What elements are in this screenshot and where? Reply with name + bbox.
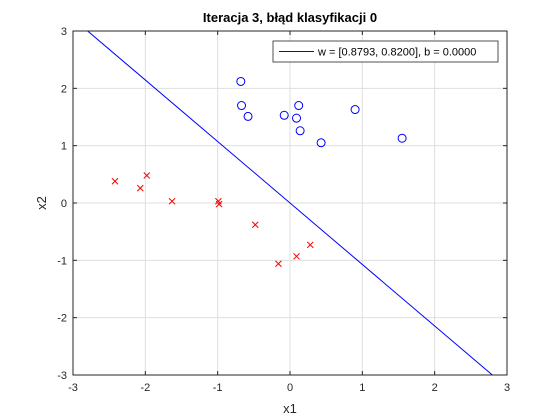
data-point-circle	[292, 113, 302, 123]
data-point-circle	[237, 101, 247, 111]
x-tick-label: 1	[359, 382, 365, 394]
data-point-circle	[279, 110, 289, 120]
data-point-cross	[168, 197, 176, 205]
x-axis-label: x1	[283, 401, 297, 416]
data-point-circle	[243, 111, 253, 121]
x-tick-label: 3	[504, 382, 510, 394]
data-point-circle	[350, 105, 360, 115]
x-tick-label: 0	[287, 382, 293, 394]
data-point-circle	[294, 101, 304, 111]
x-tick-label: -3	[68, 382, 78, 394]
data-points	[111, 76, 407, 268]
y-axis-label: x2	[34, 196, 49, 210]
y-tick-label: 2	[61, 83, 67, 95]
data-point-cross	[143, 172, 151, 179]
x-tick-label: -1	[213, 382, 223, 394]
data-point-cross	[251, 221, 259, 229]
chart-title: Iteracja 3, błąd klasyfikacji 0	[203, 10, 377, 25]
data-point-circle	[236, 76, 246, 86]
legend: w = [0.8793, 0.8200], b = 0.0000	[272, 40, 499, 63]
y-tick-label: 3	[61, 26, 67, 38]
legend-entry-line: w = [0.8793, 0.8200], b = 0.0000	[317, 47, 476, 59]
x-tick-label: 2	[432, 382, 438, 394]
data-point-circle	[316, 138, 326, 148]
data-point-cross	[215, 200, 223, 208]
data-point-cross	[275, 260, 282, 268]
data-point-cross	[111, 177, 119, 185]
y-tick-label: -2	[57, 313, 67, 325]
y-tick-label: 1	[61, 141, 67, 153]
data-point-cross	[136, 184, 144, 192]
y-tick-label: -1	[57, 255, 67, 267]
y-tick-label: 0	[61, 198, 67, 210]
y-tick-label: -3	[57, 370, 67, 382]
data-point-cross	[306, 241, 314, 249]
x-tick-label: -2	[140, 382, 150, 394]
data-point-cross	[293, 252, 300, 260]
legend-box	[272, 40, 499, 63]
data-point-circle	[397, 133, 407, 143]
axis-ticks: -3 -2 -1 0 1 2 3 -3 -2 -1 0 1 2 3	[57, 26, 510, 394]
data-point-circle	[295, 126, 305, 136]
